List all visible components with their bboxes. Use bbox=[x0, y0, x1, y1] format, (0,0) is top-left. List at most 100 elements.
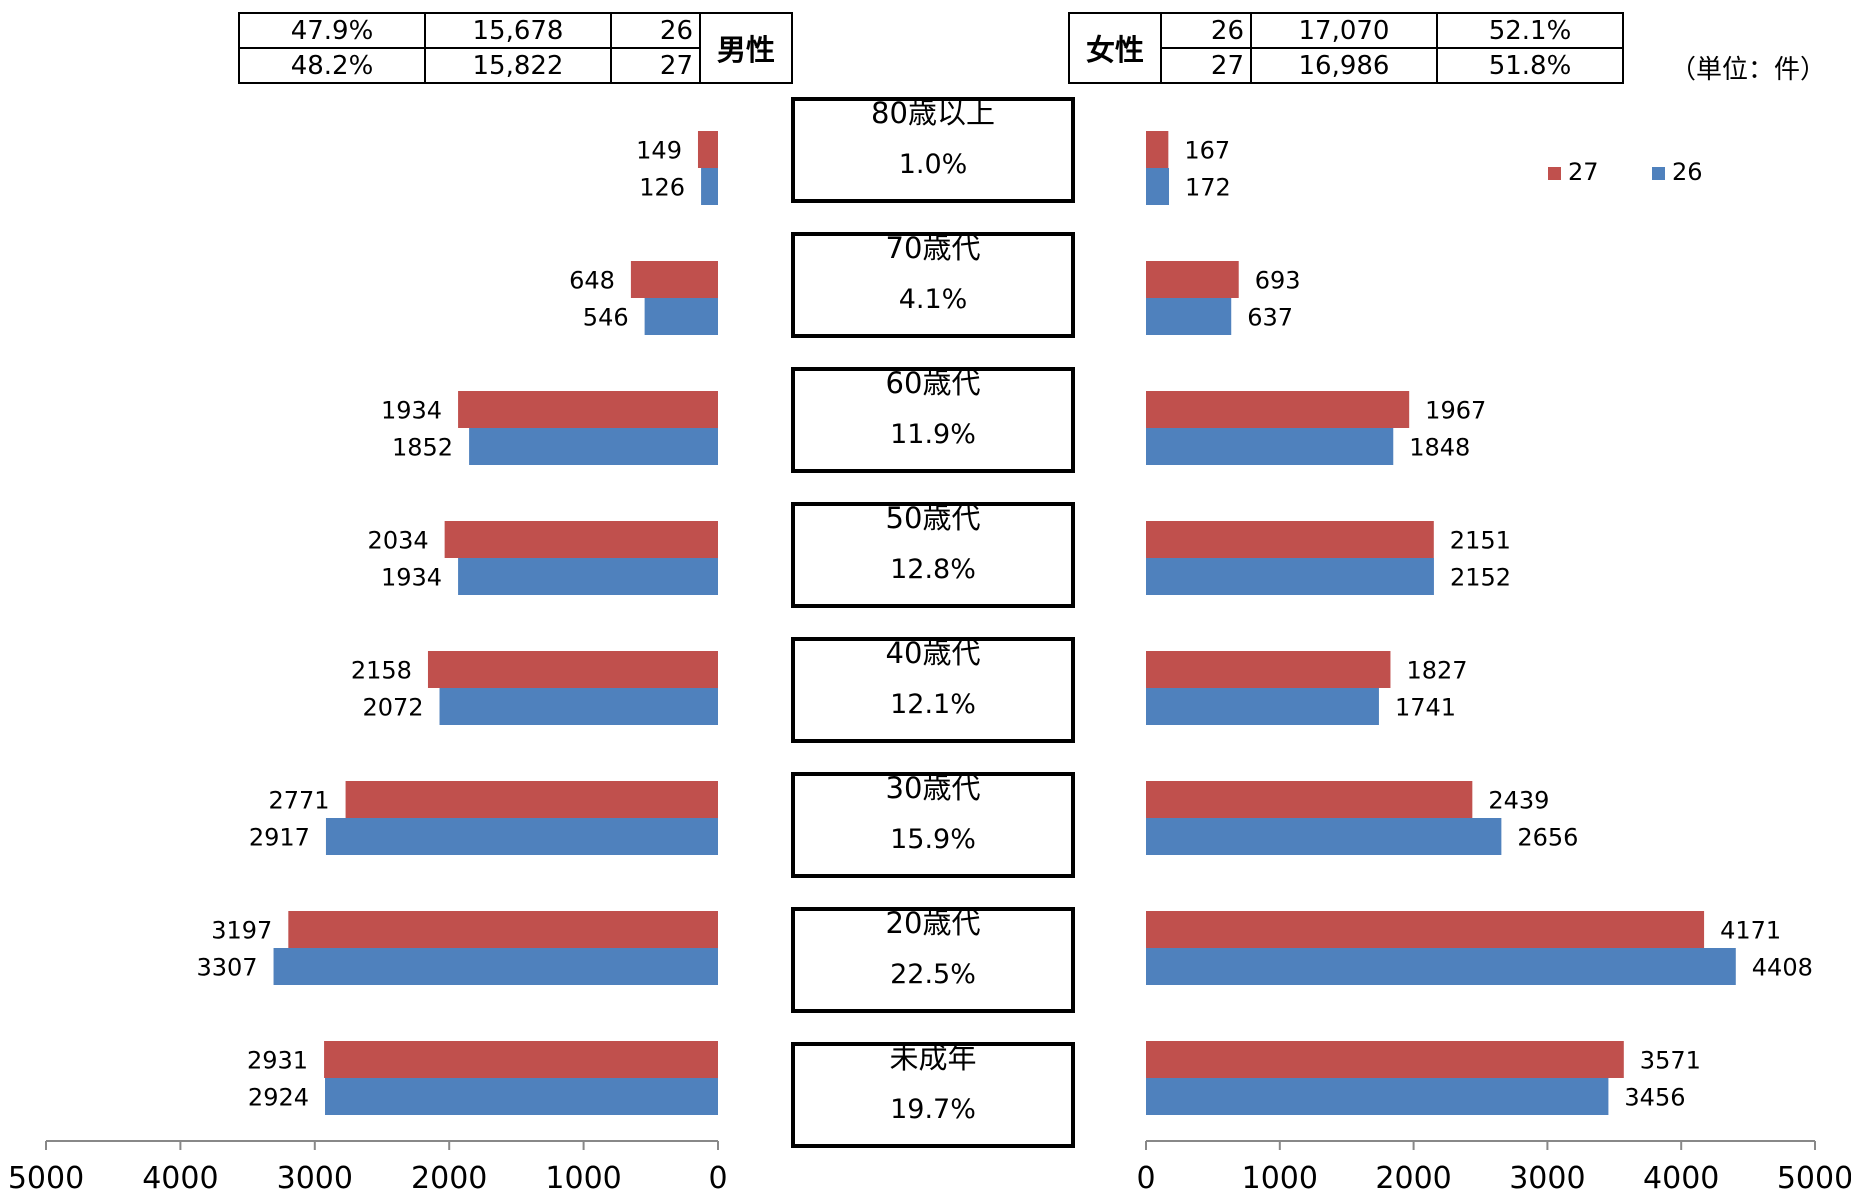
female-bar-26 bbox=[1146, 428, 1394, 465]
legend-label-27: 27 bbox=[1568, 158, 1599, 186]
male-bar-26 bbox=[701, 168, 718, 205]
male-data-label: 2072 bbox=[362, 694, 423, 722]
male-data-label: 2931 bbox=[247, 1047, 308, 1075]
female-bar-27 bbox=[1146, 911, 1705, 948]
legend-label-26: 26 bbox=[1672, 158, 1703, 186]
male-axis-tick-label: 1000 bbox=[545, 1161, 621, 1196]
age-category-share: 12.8% bbox=[890, 554, 976, 585]
female-bar-26 bbox=[1146, 558, 1434, 595]
male-summary-row: 48.2% 15,822 27 bbox=[238, 47, 792, 84]
female-data-label: 2152 bbox=[1450, 564, 1511, 592]
male-bar-26 bbox=[325, 818, 718, 855]
age-category-share: 22.5% bbox=[890, 959, 976, 990]
female-bar-26 bbox=[1146, 948, 1736, 985]
female-data-label: 1741 bbox=[1395, 694, 1456, 722]
female-bar-26 bbox=[1146, 298, 1232, 335]
female-bar-26 bbox=[1146, 1078, 1609, 1115]
male-data-label: 2771 bbox=[268, 787, 329, 815]
male-axis-tick-label: 3000 bbox=[277, 1161, 353, 1196]
male-data-label: 1852 bbox=[392, 434, 453, 462]
male-bar-27 bbox=[630, 261, 718, 298]
age-category-label: 70歳代 bbox=[885, 231, 981, 265]
male-count-cell: 15,822 bbox=[424, 47, 612, 84]
female-axis-tick-label: 5000 bbox=[1777, 1161, 1851, 1196]
female-data-label: 2439 bbox=[1488, 787, 1549, 815]
age-category-box: 60歳代 11.9% bbox=[791, 366, 1075, 473]
male-axis-tick-label: 2000 bbox=[411, 1161, 487, 1196]
female-data-label: 1827 bbox=[1406, 657, 1467, 685]
age-category-box: 80歳以上 1.0% bbox=[791, 96, 1075, 203]
female-bar-27 bbox=[1146, 651, 1391, 688]
legend-swatch-27 bbox=[1548, 166, 1561, 180]
female-bar-27 bbox=[1146, 131, 1169, 168]
male-data-label: 149 bbox=[636, 137, 682, 165]
age-category-label: 60歳代 bbox=[885, 366, 981, 400]
male-data-label: 3307 bbox=[196, 954, 257, 982]
legend-item-27: 27 bbox=[1548, 158, 1599, 186]
male-data-label: 2158 bbox=[351, 657, 412, 685]
female-data-label: 2656 bbox=[1517, 824, 1578, 852]
female-axis-tick-label: 2000 bbox=[1375, 1161, 1451, 1196]
female-data-label: 3571 bbox=[1640, 1047, 1701, 1075]
age-category-share: 1.0% bbox=[898, 149, 968, 180]
female-axis-tick-label: 0 bbox=[1136, 1161, 1155, 1196]
female-data-label: 2151 bbox=[1450, 527, 1511, 555]
female-bar-26 bbox=[1146, 168, 1170, 205]
female-summary-table: 女性 26 17,070 52.1% 27 16,986 51.8% bbox=[1068, 12, 1624, 84]
male-bar-26 bbox=[644, 298, 718, 335]
age-category-box: 20歳代 22.5% bbox=[791, 906, 1075, 1013]
female-bar-26 bbox=[1146, 818, 1502, 855]
legend-item-26: 26 bbox=[1652, 158, 1703, 186]
legend-swatch-26 bbox=[1652, 166, 1665, 180]
male-summary-table: 47.9% 15,678 26 男性 48.2% 15,822 27 bbox=[238, 12, 793, 84]
female-data-label: 167 bbox=[1184, 137, 1230, 165]
age-category-box: 未成年 19.7% bbox=[791, 1041, 1075, 1148]
male-data-label: 2917 bbox=[249, 824, 310, 852]
male-data-label: 126 bbox=[639, 174, 685, 202]
male-share-cell: 48.2% bbox=[238, 47, 426, 84]
age-category-label: 50歳代 bbox=[885, 501, 981, 535]
female-data-label: 693 bbox=[1255, 267, 1301, 295]
female-bar-27 bbox=[1146, 1041, 1624, 1078]
female-data-label: 172 bbox=[1185, 174, 1231, 202]
age-category-label: 30歳代 bbox=[885, 771, 981, 805]
male-data-label: 546 bbox=[583, 304, 629, 332]
female-count-cell: 16,986 bbox=[1250, 47, 1438, 84]
age-category-box: 70歳代 4.1% bbox=[791, 231, 1075, 338]
female-year-cell: 27 bbox=[1160, 47, 1252, 84]
male-bar-26 bbox=[325, 1078, 718, 1115]
female-share-cell: 51.8% bbox=[1436, 47, 1624, 84]
male-bar-27 bbox=[427, 651, 718, 688]
female-bar-27 bbox=[1146, 781, 1473, 818]
male-bar-26 bbox=[469, 428, 718, 465]
male-data-label: 648 bbox=[569, 267, 615, 295]
male-bar-27 bbox=[458, 391, 718, 428]
female-count-cell: 17,070 bbox=[1250, 12, 1438, 49]
female-bar-27 bbox=[1146, 391, 1410, 428]
female-year-cell: 26 bbox=[1160, 12, 1252, 49]
female-axis-tick-label: 3000 bbox=[1509, 1161, 1585, 1196]
age-category-label: 未成年 bbox=[889, 1041, 977, 1075]
male-bar-26 bbox=[273, 948, 718, 985]
male-axis-tick-label: 0 bbox=[708, 1161, 727, 1196]
female-data-label: 637 bbox=[1247, 304, 1293, 332]
female-summary-row: 女性 26 17,070 52.1% bbox=[1068, 12, 1624, 84]
age-category-share: 12.1% bbox=[890, 689, 976, 720]
male-summary-row: 47.9% 15,678 26 男性 bbox=[238, 12, 793, 84]
male-axis-tick-label: 4000 bbox=[142, 1161, 218, 1196]
female-data-label: 4408 bbox=[1752, 954, 1813, 982]
male-share-cell: 47.9% bbox=[238, 12, 426, 49]
female-label-cell: 女性 bbox=[1068, 12, 1162, 84]
age-category-label: 40歳代 bbox=[885, 636, 981, 670]
age-category-box: 40歳代 12.1% bbox=[791, 636, 1075, 743]
male-data-label: 2034 bbox=[368, 527, 429, 555]
age-category-label: 80歳以上 bbox=[871, 96, 995, 130]
male-bar-27 bbox=[288, 911, 718, 948]
age-category-share: 11.9% bbox=[890, 419, 976, 450]
male-year-cell: 27 bbox=[610, 47, 701, 84]
male-data-label: 3197 bbox=[211, 917, 272, 945]
age-category-share: 4.1% bbox=[898, 284, 968, 315]
age-category-box: 30歳代 15.9% bbox=[791, 771, 1075, 878]
male-count-cell: 15,678 bbox=[424, 12, 612, 49]
